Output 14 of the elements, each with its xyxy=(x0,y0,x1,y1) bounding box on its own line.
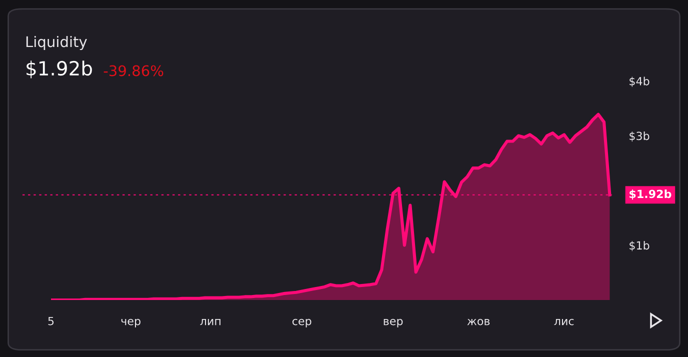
x-tick-label: сер xyxy=(292,318,312,328)
ref-line-label: $1.92b xyxy=(630,190,672,200)
y-tick-label: $3b xyxy=(630,132,650,142)
x-tick-label: жов xyxy=(467,318,490,326)
chart-title: Liquidity xyxy=(26,36,87,50)
x-tick-label: лип xyxy=(200,319,220,326)
x-tick-label: вер xyxy=(384,318,403,328)
text: -39.86% xyxy=(104,65,164,76)
x-tick-label: 5 xyxy=(48,317,54,326)
y-tick-label: $4b xyxy=(630,76,650,87)
x-tick-label: лис xyxy=(554,318,574,326)
chart-subtitle: $1.92b xyxy=(26,60,92,78)
y-tick-label: $1b xyxy=(630,241,650,252)
x-tick-label: чер xyxy=(121,318,140,328)
